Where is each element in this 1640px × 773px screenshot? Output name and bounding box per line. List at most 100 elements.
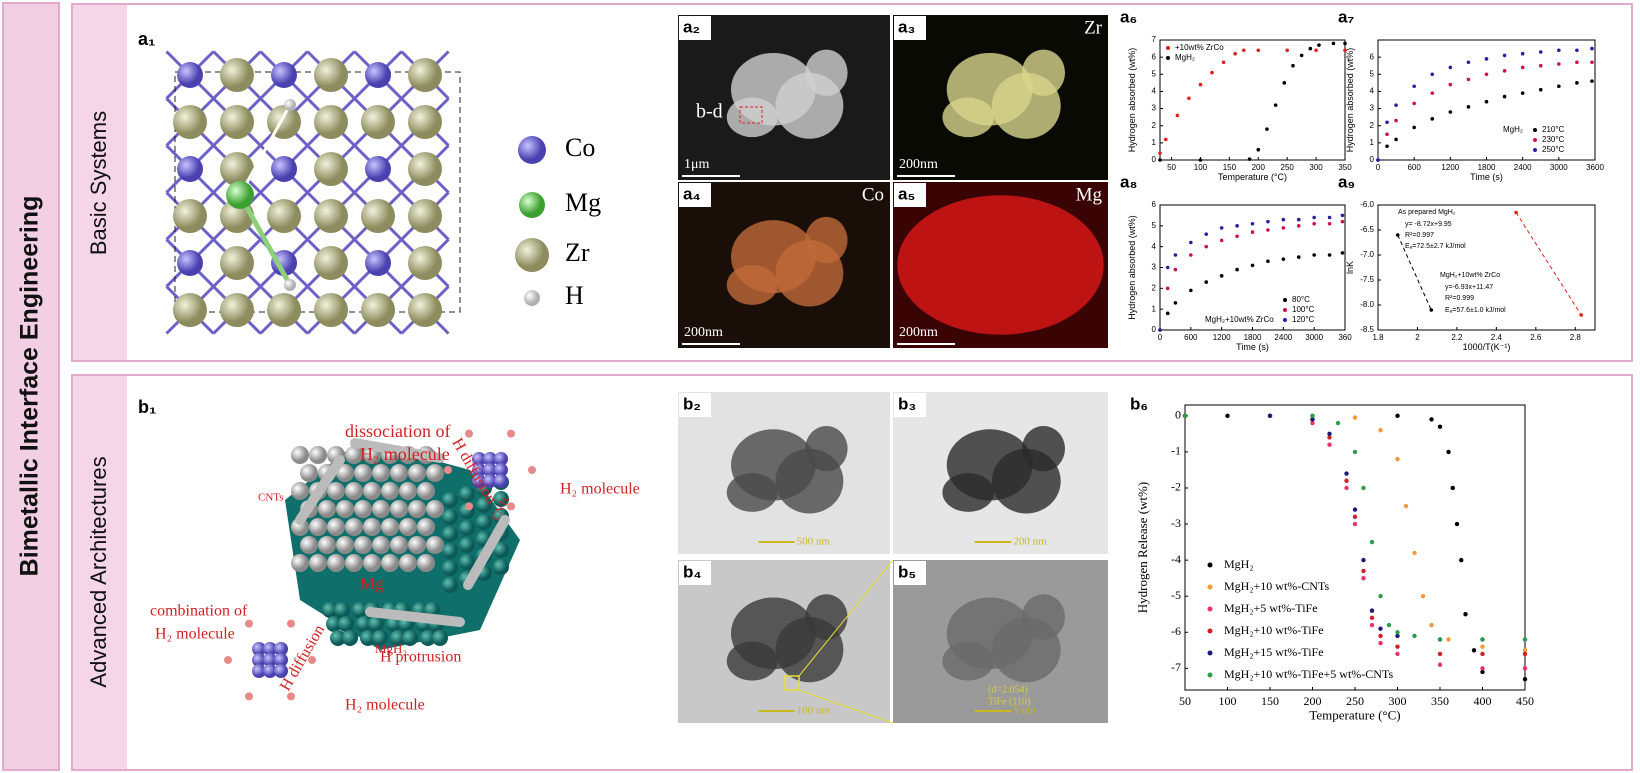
y-tick-label: 4 bbox=[1152, 242, 1157, 251]
atom bbox=[399, 482, 417, 500]
atom bbox=[408, 199, 442, 233]
atom bbox=[177, 62, 203, 88]
data-point bbox=[1204, 244, 1209, 249]
data-point bbox=[1386, 622, 1392, 628]
x-tick-label: 50 bbox=[1167, 163, 1176, 172]
y-tick-label: 3 bbox=[1152, 104, 1157, 113]
x-tick-label: 250 bbox=[1281, 163, 1295, 172]
y-tick-label: -6.0 bbox=[1360, 200, 1374, 209]
data-point bbox=[1266, 228, 1270, 232]
data-point bbox=[1557, 84, 1561, 89]
x-tick-label: 50 bbox=[1179, 694, 1191, 708]
x-tick-label: 2400 bbox=[1274, 333, 1292, 342]
scale-label: 1μm bbox=[684, 157, 710, 172]
data-point bbox=[1210, 70, 1214, 75]
y-axis-label: Hydrogen Release (wt%) bbox=[1135, 482, 1150, 613]
atom bbox=[271, 250, 297, 276]
hydrogen bbox=[224, 656, 232, 664]
data-point bbox=[1310, 417, 1315, 422]
panel-label: a₁ bbox=[138, 29, 155, 49]
data-point bbox=[1219, 226, 1224, 230]
y-tick-label: -7 bbox=[1171, 660, 1181, 674]
data-point bbox=[1361, 568, 1366, 574]
atom bbox=[390, 464, 408, 482]
x-tick-label: 2.6 bbox=[1530, 333, 1542, 342]
x-tick-label: 450 bbox=[1516, 694, 1534, 708]
atom bbox=[363, 554, 381, 572]
data-point bbox=[1429, 622, 1434, 628]
atom bbox=[483, 463, 497, 477]
atom bbox=[334, 602, 350, 618]
data-point bbox=[1450, 485, 1455, 491]
atom bbox=[372, 500, 390, 518]
legend-marker bbox=[1207, 606, 1213, 612]
atom bbox=[220, 152, 254, 186]
scale-label: 200nm bbox=[684, 325, 723, 340]
data-point bbox=[1369, 608, 1375, 613]
data-point bbox=[1158, 158, 1162, 162]
data-point bbox=[1448, 82, 1453, 87]
data-point bbox=[1429, 417, 1434, 422]
y-tick-label: 4 bbox=[1370, 87, 1375, 96]
particle bbox=[726, 473, 778, 512]
legend-label: MgH₂+15 wt%-TiFe bbox=[1224, 645, 1324, 659]
atom bbox=[493, 491, 509, 507]
legend-marker bbox=[1283, 318, 1287, 322]
atom bbox=[361, 293, 395, 327]
data-point bbox=[1437, 662, 1443, 667]
x-tick-label: 400 bbox=[1474, 694, 1492, 708]
data-point bbox=[1340, 219, 1345, 224]
data-point bbox=[1250, 263, 1255, 268]
data-point bbox=[1557, 48, 1561, 53]
nanotube bbox=[365, 607, 465, 627]
data-point bbox=[1395, 413, 1400, 419]
atom bbox=[472, 452, 486, 466]
atom bbox=[345, 554, 363, 572]
annotation: R²=0.999 bbox=[1445, 295, 1474, 302]
label-box bbox=[679, 16, 711, 40]
y-tick-label: -7.5 bbox=[1360, 275, 1374, 284]
legend-label: Mg bbox=[565, 188, 601, 217]
illustration-label: CNTs bbox=[258, 492, 284, 504]
data-point bbox=[1437, 424, 1443, 429]
data-point bbox=[1204, 280, 1209, 284]
x-tick-label: 2400 bbox=[1514, 163, 1532, 172]
data-point bbox=[1430, 117, 1435, 121]
data-point bbox=[1484, 57, 1489, 61]
data-point bbox=[1189, 253, 1193, 257]
particle bbox=[726, 265, 778, 305]
data-point bbox=[1394, 118, 1398, 123]
data-point bbox=[1225, 413, 1230, 419]
atom bbox=[408, 58, 442, 92]
data-point bbox=[1522, 648, 1528, 653]
atom bbox=[336, 536, 354, 554]
data-point bbox=[1335, 420, 1341, 426]
atom bbox=[372, 464, 390, 482]
y-tick-label: 3 bbox=[1152, 263, 1157, 272]
data-point bbox=[1480, 666, 1485, 671]
atom bbox=[408, 464, 426, 482]
row-label-box bbox=[73, 5, 127, 360]
fit-line bbox=[1515, 212, 1582, 316]
atom bbox=[327, 482, 345, 500]
panel-label: a₆ bbox=[1120, 7, 1137, 26]
data-point bbox=[1281, 257, 1286, 261]
data-point bbox=[1198, 158, 1203, 162]
atom bbox=[345, 518, 363, 536]
data-point bbox=[1256, 48, 1261, 53]
data-point bbox=[1189, 288, 1193, 293]
data-point bbox=[1376, 158, 1380, 162]
hydrogen bbox=[308, 656, 316, 664]
x-tick-label: 0 bbox=[1376, 163, 1381, 172]
data-point bbox=[1471, 648, 1477, 653]
micrographs: a₂ b-d 1μm a₃ Zr 200nm a₄ Co 200nm a₅ Mg 200nm b₂ 500… bbox=[678, 15, 1108, 724]
data-point bbox=[1173, 301, 1178, 305]
y-tick-label: 7 bbox=[1152, 35, 1157, 44]
bond bbox=[237, 193, 293, 287]
atom bbox=[381, 554, 399, 572]
atom bbox=[354, 536, 372, 554]
legend-marker bbox=[1283, 308, 1287, 312]
atom bbox=[309, 446, 327, 464]
atom bbox=[309, 554, 327, 572]
data-point bbox=[1204, 232, 1209, 236]
